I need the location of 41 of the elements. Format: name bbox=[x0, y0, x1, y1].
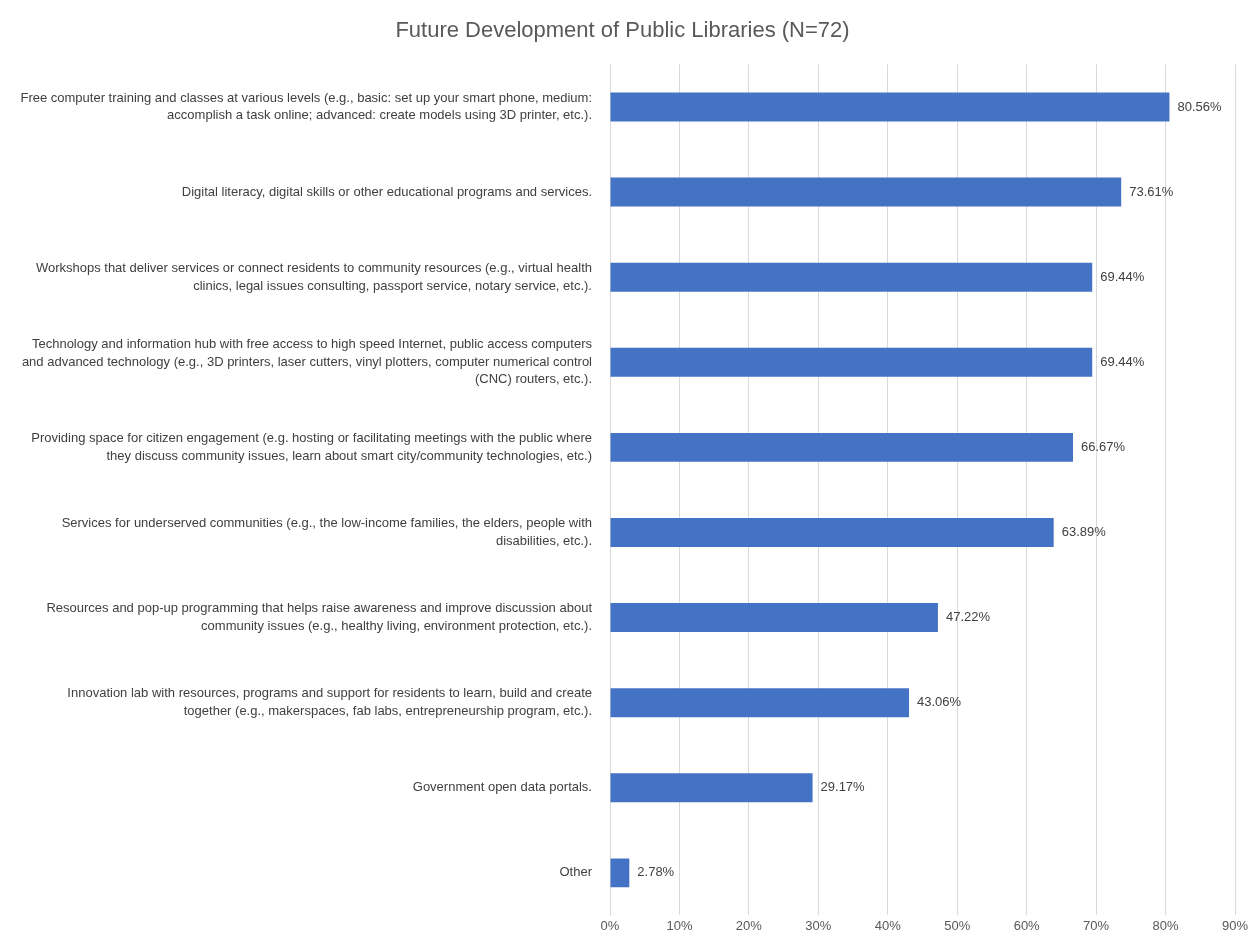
y-tick-label: Services for underserved communities (e.g., the low-income families, the elders, people with disabilities, etc.). bbox=[61, 515, 592, 548]
y-tick-label: Resources and pop-up programming that helps raise awareness and improve discussion about community issues (e.g., healthy living, environment protection, etc.). bbox=[46, 600, 593, 633]
bar bbox=[610, 262, 1093, 292]
y-tick-label: Free computer training and classes at various levels (e.g., basic: set up your smart phone, medium: accomplish a task online; advanced: create models using 3D printer, etc.). bbox=[20, 89, 592, 123]
y-tick-label: Workshops that deliver services or connect residents to community resources (e.g., virtual health clinics, legal issues consulting, passport service, notary service, etc.). bbox=[35, 259, 592, 293]
data-label: 29.17% bbox=[820, 779, 866, 795]
data-label: 73.61% bbox=[1129, 183, 1174, 199]
y-tick-label: Digital literacy, digital skills or other educational programs and services. bbox=[181, 183, 592, 199]
bar bbox=[610, 177, 1122, 207]
y-tick-label: Providing space for citizen engagement (e.g. hosting or facilitating meetings with the public where they discuss community issues, learn about smart city/community technologies, etc.) bbox=[31, 430, 592, 463]
bar bbox=[610, 347, 1093, 377]
x-tick-label: 0% bbox=[600, 917, 620, 933]
data-label: 80.56% bbox=[1177, 98, 1222, 114]
data-label: 63.89% bbox=[1061, 524, 1107, 540]
data-label: 43.06% bbox=[917, 694, 962, 710]
data-label: 47.22% bbox=[945, 609, 991, 625]
y-tick-label: Innovation lab with resources, programs and support for residents to learn, build and create together (e.g., makerspaces, fab labs, entrepreneurship program, etc.). bbox=[67, 685, 592, 719]
data-label: 2.78% bbox=[637, 864, 675, 880]
bar bbox=[610, 858, 630, 888]
x-tick-label: 90% bbox=[1221, 917, 1249, 933]
bar bbox=[610, 603, 938, 633]
y-tick-label: Government open data portals. bbox=[412, 779, 592, 795]
y-tick-label: Other bbox=[559, 864, 593, 880]
x-tick-label: 10% bbox=[666, 917, 693, 933]
x-tick-label: 60% bbox=[1013, 917, 1041, 933]
x-tick-label: 50% bbox=[944, 917, 971, 933]
bar bbox=[610, 518, 1054, 547]
bar bbox=[610, 432, 1073, 462]
x-tick-label: 80% bbox=[1152, 917, 1179, 933]
y-tick-label: Technology and information hub with free access to high speed Internet, public access computers and advanced technology (e.g., 3D printers, laser cutters, vinyl plotters, computer numerical control (CNC) routers, etc.). bbox=[21, 336, 593, 387]
bar bbox=[610, 688, 910, 718]
x-tick-label: 40% bbox=[874, 917, 902, 933]
bar bbox=[610, 773, 813, 803]
x-tick-label: 30% bbox=[805, 917, 832, 933]
bar bbox=[610, 92, 1170, 122]
x-tick-label: 20% bbox=[735, 917, 763, 933]
data-label: 66.67% bbox=[1080, 438, 1126, 454]
x-tick-label: 70% bbox=[1083, 917, 1110, 933]
data-label: 69.44% bbox=[1100, 268, 1145, 284]
data-label: 69.44% bbox=[1100, 353, 1145, 369]
chart-title: Future Development of Public Libraries (N=72) bbox=[395, 17, 850, 43]
